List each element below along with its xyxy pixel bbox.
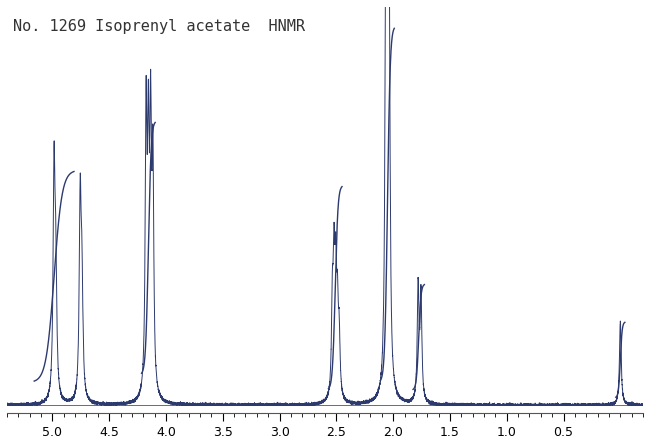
Text: No. 1269 Isoprenyl acetate  HNMR: No. 1269 Isoprenyl acetate HNMR <box>13 19 305 34</box>
